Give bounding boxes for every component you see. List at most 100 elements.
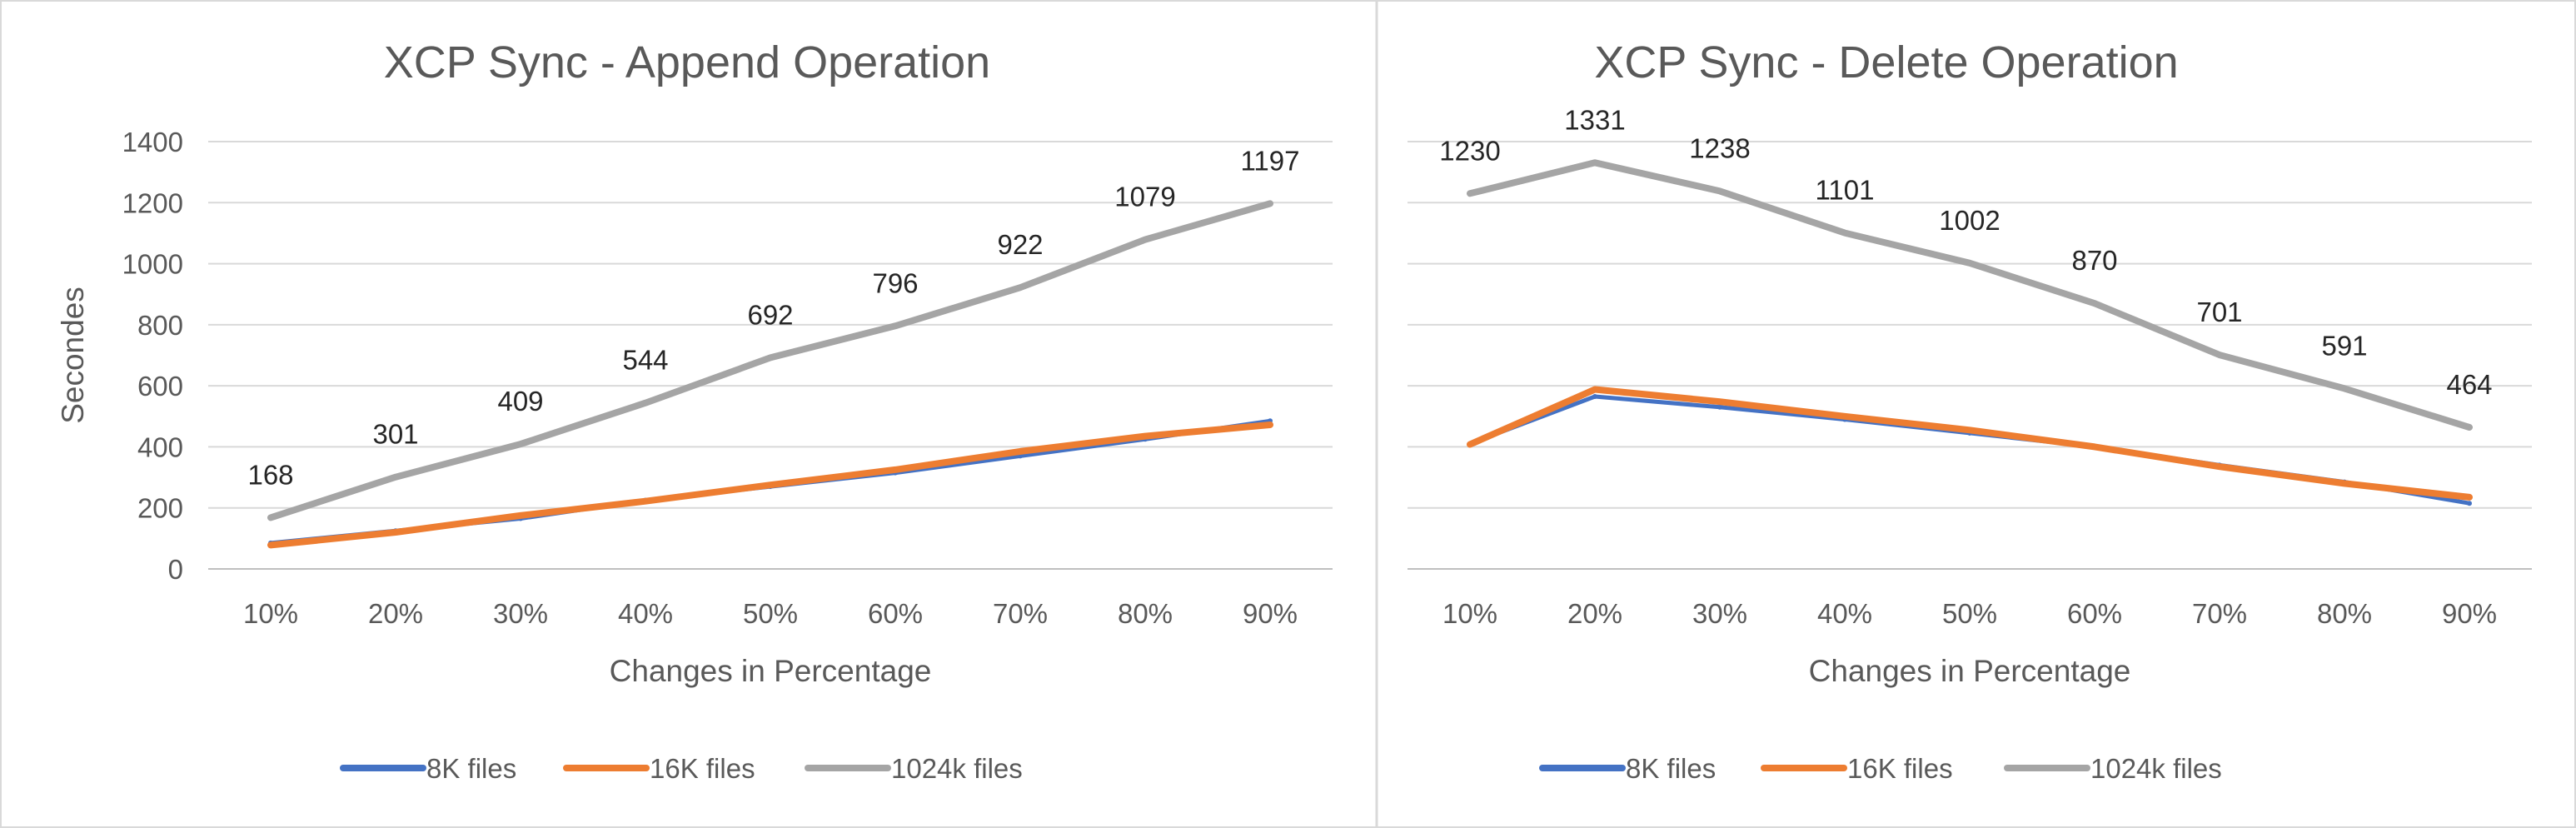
chart-1-x-tick-label: 60% xyxy=(868,598,923,629)
chart-1-point-1024k-files xyxy=(268,515,273,521)
chart-1-point-1024k-files xyxy=(518,441,523,447)
chart-2-point-8k-files xyxy=(1592,393,1597,399)
chart-2-x-axis-label: Changes in Percentage xyxy=(1809,654,2131,688)
chart-1-point-1024k-files xyxy=(1268,201,1273,207)
chart-1-point-1024k-files xyxy=(893,323,898,329)
chart-1-data-label: 544 xyxy=(622,345,668,376)
chart-1-x-tick-label: 50% xyxy=(743,598,798,629)
chart-1-y-tick-label: 1400 xyxy=(122,127,183,157)
chart-2-data-label: 1238 xyxy=(1689,132,1750,163)
chart-2-data-label: 1230 xyxy=(1439,135,1500,166)
chart-1-point-16k-files xyxy=(768,482,773,488)
chart-2-series-16k-files xyxy=(1467,386,2473,501)
chart-2-data-label: 1331 xyxy=(1564,104,1625,135)
chart-1-line-1024k-files xyxy=(267,200,1273,521)
chart-2-point-16k-files xyxy=(2467,494,2472,500)
chart-2-point-16k-files xyxy=(1717,399,1722,405)
chart-2-x-tick-label: 40% xyxy=(1817,598,1872,629)
chart-1-x-tick-label: 90% xyxy=(1243,598,1298,629)
chart-1-point-16k-files xyxy=(643,498,648,504)
chart-2-point-16k-files xyxy=(2342,481,2347,486)
chart-1-data-label: 168 xyxy=(247,459,293,490)
chart-1-y-tick-label: 800 xyxy=(137,310,183,341)
chart-2-x-tick-label: 60% xyxy=(2067,598,2122,629)
chart-2-point-16k-files xyxy=(1967,427,1972,433)
chart-2-x-tick-label: 70% xyxy=(2192,598,2247,629)
chart-2: XCP Sync - Delete Operation 10% 20% 30% 40% 5… xyxy=(1408,37,2532,784)
chart-1-y-tick-label: 200 xyxy=(137,493,183,524)
chart-2-series-8k-files xyxy=(1467,393,2472,506)
chart-1-y-axis-label: Secondes xyxy=(56,287,90,424)
chart-1-point-1024k-files xyxy=(643,400,648,406)
chart-2-x-tick-label: 30% xyxy=(1692,598,1747,629)
chart-2-point-16k-files xyxy=(2217,464,2222,470)
chart-1-legend: 8K files 16K files 1024k files xyxy=(340,753,1023,784)
chart-1: XCP Sync - Append Operation 0 200 400 600 800… xyxy=(56,37,1333,784)
chart-1-y-tick-label: 0 xyxy=(168,554,183,585)
chart-2-point-1024k-files xyxy=(2217,352,2222,358)
chart-2-point-1024k-files xyxy=(1842,230,1847,236)
chart-2-x-tick-label: 20% xyxy=(1567,598,1622,629)
chart-1-point-16k-files xyxy=(393,530,398,536)
chart-1-data-label: 1079 xyxy=(1114,182,1175,212)
chart-1-y-tick-label: 1000 xyxy=(122,249,183,280)
chart-2-legend-label-16k-files: 16K files xyxy=(1847,753,1953,784)
chart-2-data-label: 1002 xyxy=(1939,205,2000,236)
chart-2-point-1024k-files xyxy=(2467,424,2472,430)
chart-2-title: XCP Sync - Delete Operation xyxy=(1594,37,2178,87)
chart-1-x-tick-label: 80% xyxy=(1118,598,1173,629)
chart-1-point-1024k-files xyxy=(1143,237,1148,242)
chart-2-point-1024k-files xyxy=(1717,188,1722,194)
chart-1-title: XCP Sync - Append Operation xyxy=(384,37,990,87)
chart-1-x-axis-label: Changes in Percentage xyxy=(610,654,932,688)
chart-1-y-tick-label: 1200 xyxy=(122,187,183,218)
chart-2-point-1024k-files xyxy=(2092,301,2097,307)
chart-2-series-1024k-files: 1230 1331 1238 1101 1002 870 701 591 464 xyxy=(1439,104,2493,431)
chart-1-data-label: 922 xyxy=(997,229,1043,260)
chart-1-point-1024k-files xyxy=(393,474,398,480)
chart-2-point-1024k-files xyxy=(1592,160,1597,166)
chart-1-x-tick-label: 40% xyxy=(618,598,673,629)
chart-2-x-tick-label: 50% xyxy=(1942,598,1997,629)
chart-2-point-16k-files xyxy=(1592,387,1597,392)
chart-2-point-16k-files xyxy=(2092,444,2097,450)
chart-1-point-1024k-files xyxy=(1018,285,1023,291)
chart-1-point-16k-files xyxy=(518,512,523,518)
chart-2-data-label: 591 xyxy=(2321,330,2367,361)
chart-2-data-label: 1101 xyxy=(1816,175,1875,206)
chart-1-data-label: 301 xyxy=(372,419,418,450)
chart-1-point-16k-files xyxy=(1143,433,1148,439)
chart-2-x-tick-label: 10% xyxy=(1442,598,1497,629)
chart-1-x-tick-label: 70% xyxy=(993,598,1048,629)
chart-1-series-16k-files xyxy=(267,421,1273,549)
chart-2-data-label: 464 xyxy=(2446,369,2492,400)
chart-2-point-1024k-files xyxy=(1467,191,1472,197)
chart-2-point-8k-files xyxy=(1717,404,1722,410)
chart-2-data-label: 870 xyxy=(2071,245,2117,276)
chart-1-x-tick-label: 10% xyxy=(243,598,298,629)
chart-1-point-16k-files xyxy=(268,542,273,548)
chart-2-legend: 8K files 16K files 1024k files xyxy=(1539,753,2222,784)
chart-2-point-1024k-files xyxy=(2342,386,2347,392)
chart-1-x-tick-label: 20% xyxy=(368,598,423,629)
chart-1-x-tick-label: 30% xyxy=(493,598,548,629)
chart-1-data-label: 1197 xyxy=(1241,145,1300,176)
chart-2-line-16k-files xyxy=(1467,386,2473,501)
chart-1-legend-label-8k-files: 8K files xyxy=(426,753,516,784)
chart-2-x-tick-label: 90% xyxy=(2442,598,2497,629)
chart-1-point-16k-files xyxy=(893,466,898,472)
chart-2-point-16k-files xyxy=(1842,413,1847,419)
chart-2-line-8k-files xyxy=(1467,394,2472,506)
chart-1-point-1024k-files xyxy=(768,355,773,361)
chart-2-data-label: 701 xyxy=(2196,297,2242,327)
chart-2-point-16k-files xyxy=(1467,441,1472,447)
chart-2-x-tick-label: 80% xyxy=(2317,598,2372,629)
chart-1-data-label: 692 xyxy=(747,299,793,330)
chart-1-point-16k-files xyxy=(1268,422,1273,428)
chart-1-y-tick-label: 600 xyxy=(137,371,183,402)
chart-1-data-label: 796 xyxy=(872,267,918,298)
chart-2-point-8k-files xyxy=(2467,501,2472,506)
